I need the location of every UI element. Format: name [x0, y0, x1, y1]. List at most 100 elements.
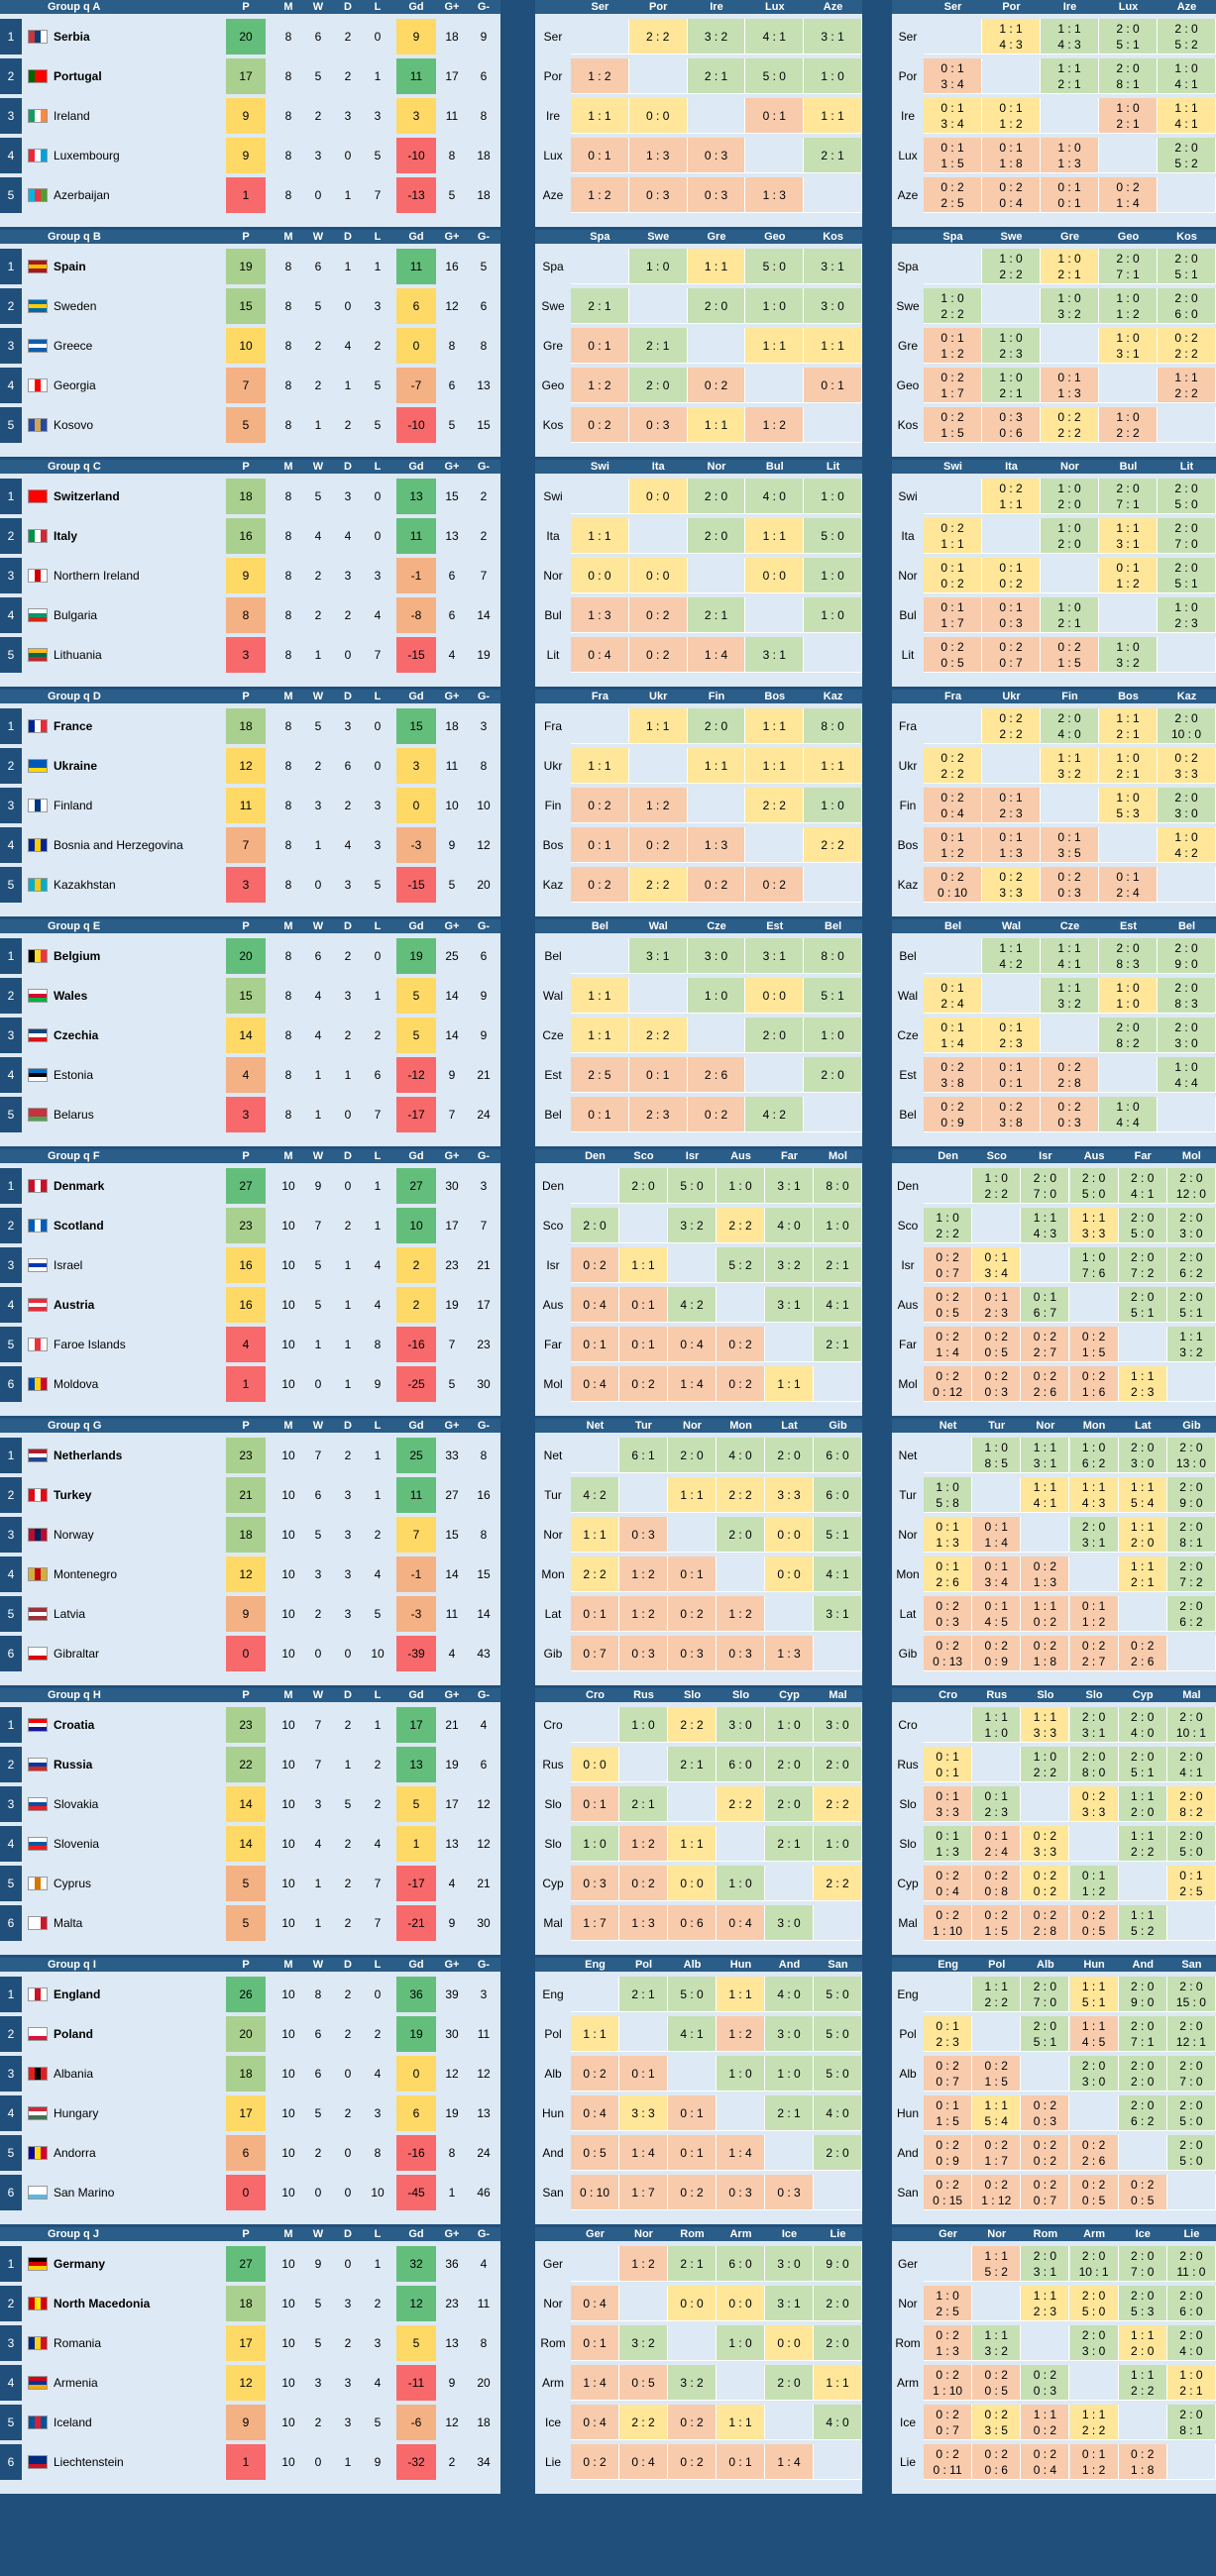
match-score[interactable]: [571, 249, 629, 284]
team-name[interactable]: Cyprus: [54, 1877, 92, 1890]
match-score[interactable]: 8 : 0: [804, 708, 862, 744]
match-score[interactable]: 0 : 3: [717, 2175, 765, 2210]
match-score[interactable]: 3 : 1: [814, 1596, 862, 1632]
match-score[interactable]: 2 : 0: [619, 1168, 668, 1204]
standing-row[interactable]: 1 Netherlands 23 10 7 2 1 25 33 8: [0, 1438, 500, 1473]
match-score[interactable]: 2 : 2: [628, 19, 688, 54]
match-score[interactable]: 2 : 1: [668, 1747, 717, 1782]
standing-row[interactable]: 1 Serbia 20 8 6 2 0 9 18 9: [0, 19, 500, 54]
match-score[interactable]: [619, 1747, 668, 1782]
halftime-cell[interactable]: [1021, 1517, 1070, 1553]
match-score[interactable]: 0 : 1: [619, 1327, 668, 1362]
match-score[interactable]: 2 : 1: [619, 1786, 668, 1822]
match-score[interactable]: 1 : 2: [619, 1556, 668, 1592]
standing-row[interactable]: 1 Croatia 23 10 7 2 1 17 21 4: [0, 1707, 500, 1743]
match-score[interactable]: [765, 2135, 814, 2171]
match-score[interactable]: 1 : 4: [687, 637, 746, 673]
standing-row[interactable]: 4 Montenegro 12 10 3 3 4 -1 14 15: [0, 1556, 500, 1592]
match-score[interactable]: 4 : 2: [745, 1097, 805, 1132]
match-score[interactable]: 2 : 0: [814, 2135, 862, 2171]
team-name[interactable]: Andorra: [54, 2146, 96, 2160]
match-score[interactable]: 1 : 1: [571, 98, 629, 134]
team-name[interactable]: Poland: [54, 2027, 94, 2041]
match-score[interactable]: 8 : 0: [814, 1168, 862, 1204]
team-name[interactable]: Latvia: [54, 1607, 86, 1621]
match-score[interactable]: 2 : 1: [804, 138, 862, 173]
match-score[interactable]: 0 : 4: [619, 2444, 668, 2480]
standing-row[interactable]: 5 Latvia 9 10 2 3 5 -3 11 14: [0, 1596, 500, 1632]
match-score[interactable]: 5 : 0: [814, 2016, 862, 2052]
match-score[interactable]: 5 : 0: [668, 1977, 717, 2012]
match-score[interactable]: [745, 368, 805, 403]
match-score[interactable]: 3 : 0: [804, 288, 862, 324]
match-score[interactable]: 0 : 2: [687, 368, 746, 403]
team-name[interactable]: Luxembourg: [54, 149, 120, 162]
halftime-cell[interactable]: [924, 249, 982, 284]
match-score[interactable]: 1 : 2: [628, 788, 688, 823]
halftime-cell[interactable]: [1118, 1327, 1167, 1362]
match-score[interactable]: 2 : 0: [804, 1057, 862, 1093]
halftime-cell[interactable]: [1099, 597, 1158, 633]
match-score[interactable]: 1 : 1: [571, 1018, 629, 1053]
match-score[interactable]: 0 : 1: [668, 2135, 717, 2171]
match-score[interactable]: 6 : 0: [717, 2246, 765, 2282]
match-score[interactable]: 2 : 2: [804, 827, 862, 863]
match-score[interactable]: 0 : 0: [668, 1866, 717, 1901]
team-name[interactable]: Ukraine: [54, 759, 98, 773]
match-score[interactable]: 0 : 1: [668, 2095, 717, 2131]
match-score[interactable]: 1 : 1: [668, 1826, 717, 1862]
match-score[interactable]: 2 : 0: [765, 1786, 814, 1822]
match-score[interactable]: 1 : 7: [619, 2175, 668, 2210]
halftime-cell[interactable]: 2 : 0 12 : 1: [1166, 2016, 1216, 2052]
match-score[interactable]: 4 : 1: [814, 1287, 862, 1323]
team-name[interactable]: North Macedonia: [54, 2297, 151, 2310]
match-score[interactable]: 0 : 0: [765, 1556, 814, 1592]
match-score[interactable]: [571, 1438, 619, 1473]
standing-row[interactable]: 4 Slovenia 14 10 4 2 4 1 13 12: [0, 1826, 500, 1862]
match-score[interactable]: 2 : 0: [571, 1208, 619, 1243]
halftime-cell[interactable]: [1118, 2135, 1167, 2171]
standing-row[interactable]: 1 Germany 27 10 9 0 1 32 36 4: [0, 2246, 500, 2282]
match-score[interactable]: [668, 2056, 717, 2092]
halftime-cell[interactable]: [1158, 637, 1216, 673]
match-score[interactable]: 2 : 2: [628, 1018, 688, 1053]
standing-row[interactable]: 5 Belarus 3 8 1 0 7 -17 7 24: [0, 1097, 500, 1132]
halftime-cell[interactable]: [924, 708, 982, 744]
match-score[interactable]: [628, 748, 688, 784]
